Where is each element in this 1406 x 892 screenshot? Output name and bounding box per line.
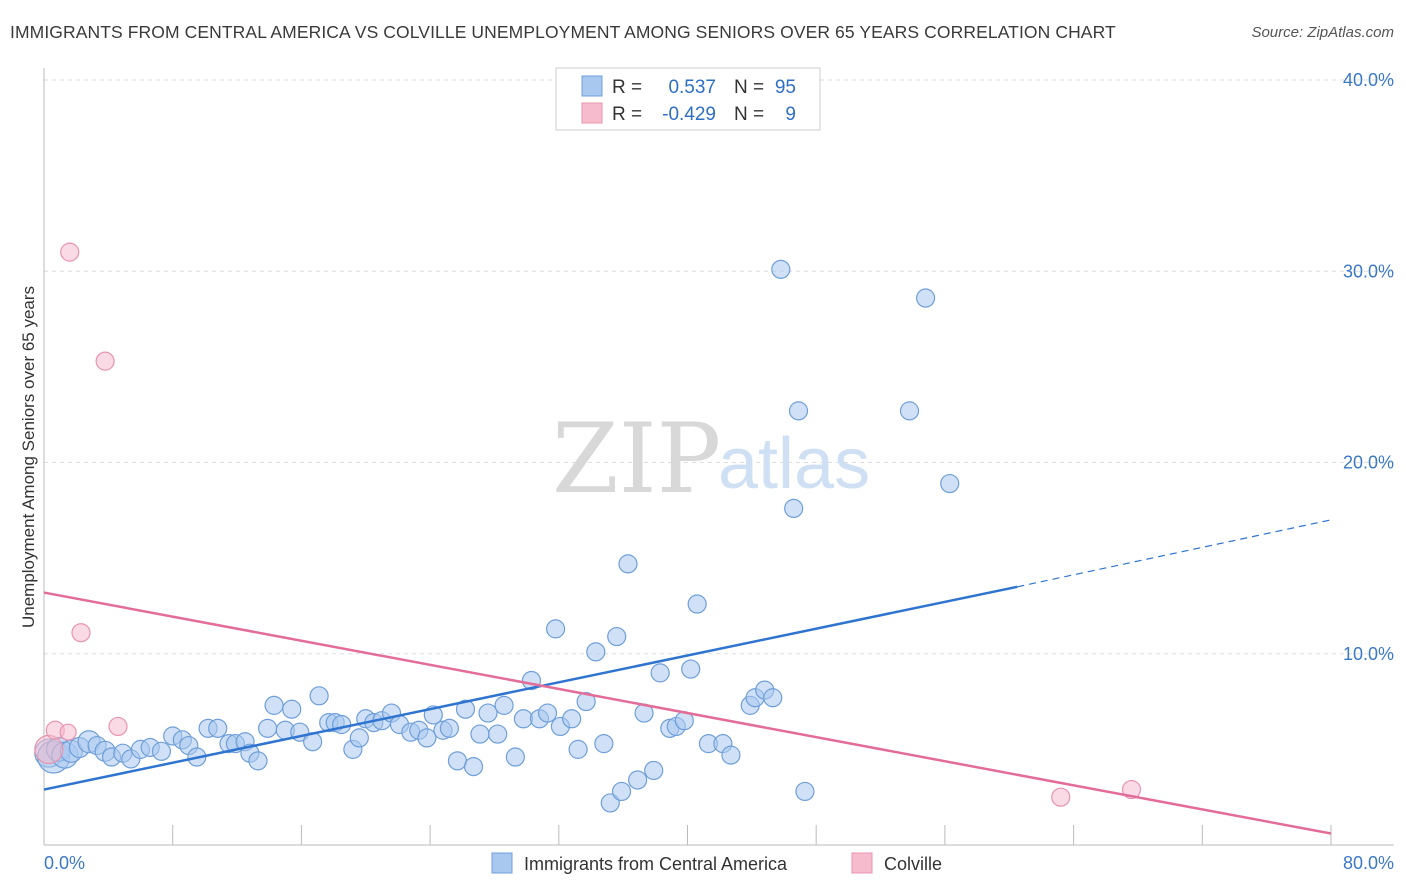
point-immigrants [494, 695, 514, 715]
y-tick-label: 10.0% [1343, 644, 1394, 664]
point-colville [95, 351, 115, 371]
x-tick-label-max: 80.0% [1343, 853, 1394, 873]
point-immigrants [417, 728, 437, 748]
series-immigrants-points [34, 259, 960, 813]
point-colville [59, 723, 77, 741]
point-immigrants [478, 703, 498, 723]
point-immigrants [899, 401, 920, 421]
bottom-legend-label-immigrants: Immigrants from Central America [524, 854, 788, 874]
point-immigrants [681, 659, 701, 679]
point-immigrants [788, 401, 809, 421]
chart-title: IMMIGRANTS FROM CENTRAL AMERICA VS COLVI… [10, 22, 1116, 42]
y-tick-label: 40.0% [1343, 70, 1394, 90]
series-colville-points [34, 242, 1142, 807]
point-immigrants [439, 718, 460, 738]
point-immigrants [650, 663, 670, 683]
y-tick-label: 20.0% [1343, 453, 1394, 473]
point-colville [1121, 779, 1142, 800]
trend-line-immigrants-extension [1017, 519, 1332, 588]
point-immigrants [505, 747, 525, 767]
point-immigrants [488, 724, 508, 744]
point-immigrants [576, 691, 596, 712]
legend-swatch-blue [581, 75, 603, 97]
legend-r-label-2: R = [612, 104, 642, 125]
legend-n-value-2: 9 [785, 104, 796, 125]
trend-line-immigrants [43, 585, 1018, 791]
point-immigrants [264, 695, 284, 715]
bottom-legend: Immigrants from Central America Colville [491, 852, 942, 874]
point-immigrants [721, 745, 741, 765]
y-tick-label: 30.0% [1343, 261, 1394, 281]
point-immigrants [513, 709, 534, 729]
point-immigrants [940, 473, 960, 494]
watermark-atlas: atlas [718, 424, 870, 504]
point-immigrants [562, 709, 582, 729]
point-immigrants [470, 724, 490, 744]
trend-line-colville [43, 591, 1332, 835]
point-immigrants [594, 734, 614, 754]
legend-r-label-1: R = [612, 77, 642, 98]
point-colville [34, 734, 64, 764]
point-immigrants [545, 619, 566, 639]
point-immigrants [915, 288, 936, 308]
point-immigrants [600, 793, 620, 813]
point-immigrants [784, 498, 804, 518]
point-immigrants [463, 756, 484, 777]
point-colville [1051, 787, 1071, 807]
watermark: ZIP atlas [552, 403, 870, 515]
y-axis-label: Unemployment Among Seniors over 65 years [19, 286, 38, 628]
x-tick-label-min: 0.0% [44, 853, 85, 873]
point-immigrants [607, 626, 627, 647]
point-colville [71, 623, 91, 643]
legend-r-value-2: -0.429 [662, 104, 716, 125]
legend-r-value-1: 0.537 [668, 77, 716, 98]
point-colville [60, 242, 80, 262]
legend-n-label-1: N = [734, 77, 764, 98]
point-immigrants [447, 751, 468, 771]
point-immigrants [771, 259, 791, 279]
point-immigrants [282, 699, 302, 719]
point-immigrants [455, 699, 476, 719]
point-immigrants [795, 781, 815, 802]
legend-n-value-1: 95 [775, 77, 796, 98]
point-immigrants [151, 741, 172, 761]
source-label: Source: ZipAtlas.com [1251, 24, 1394, 41]
point-colville [108, 716, 128, 737]
point-immigrants [309, 686, 329, 706]
legend-box: R = 0.537 N = 95 R = -0.429 N = 9 [555, 67, 821, 131]
axes [43, 68, 1394, 846]
point-immigrants [537, 703, 558, 723]
point-immigrants [628, 770, 648, 790]
point-immigrants [208, 718, 228, 738]
point-immigrants [349, 728, 369, 748]
point-immigrants [258, 718, 278, 738]
point-immigrants [618, 554, 638, 574]
watermark-zip: ZIP [552, 403, 721, 515]
point-immigrants [568, 739, 588, 759]
bottom-legend-label-colville: Colville [884, 854, 942, 874]
grid-lines [44, 79, 1394, 655]
point-immigrants [644, 760, 664, 781]
point-immigrants [611, 781, 632, 802]
legend-swatch-pink [581, 102, 603, 124]
y-tick-labels: 10.0% 20.0% 30.0% 40.0% [1343, 70, 1394, 664]
bottom-legend-swatch-blue [491, 852, 513, 874]
point-immigrants [586, 642, 606, 662]
point-immigrants [763, 688, 783, 708]
legend-n-label-2: N = [734, 104, 764, 125]
point-immigrants [248, 751, 268, 771]
bottom-legend-swatch-pink [851, 852, 873, 874]
point-immigrants [687, 594, 707, 614]
trend-lines [43, 519, 1332, 835]
point-immigrants [332, 714, 352, 735]
